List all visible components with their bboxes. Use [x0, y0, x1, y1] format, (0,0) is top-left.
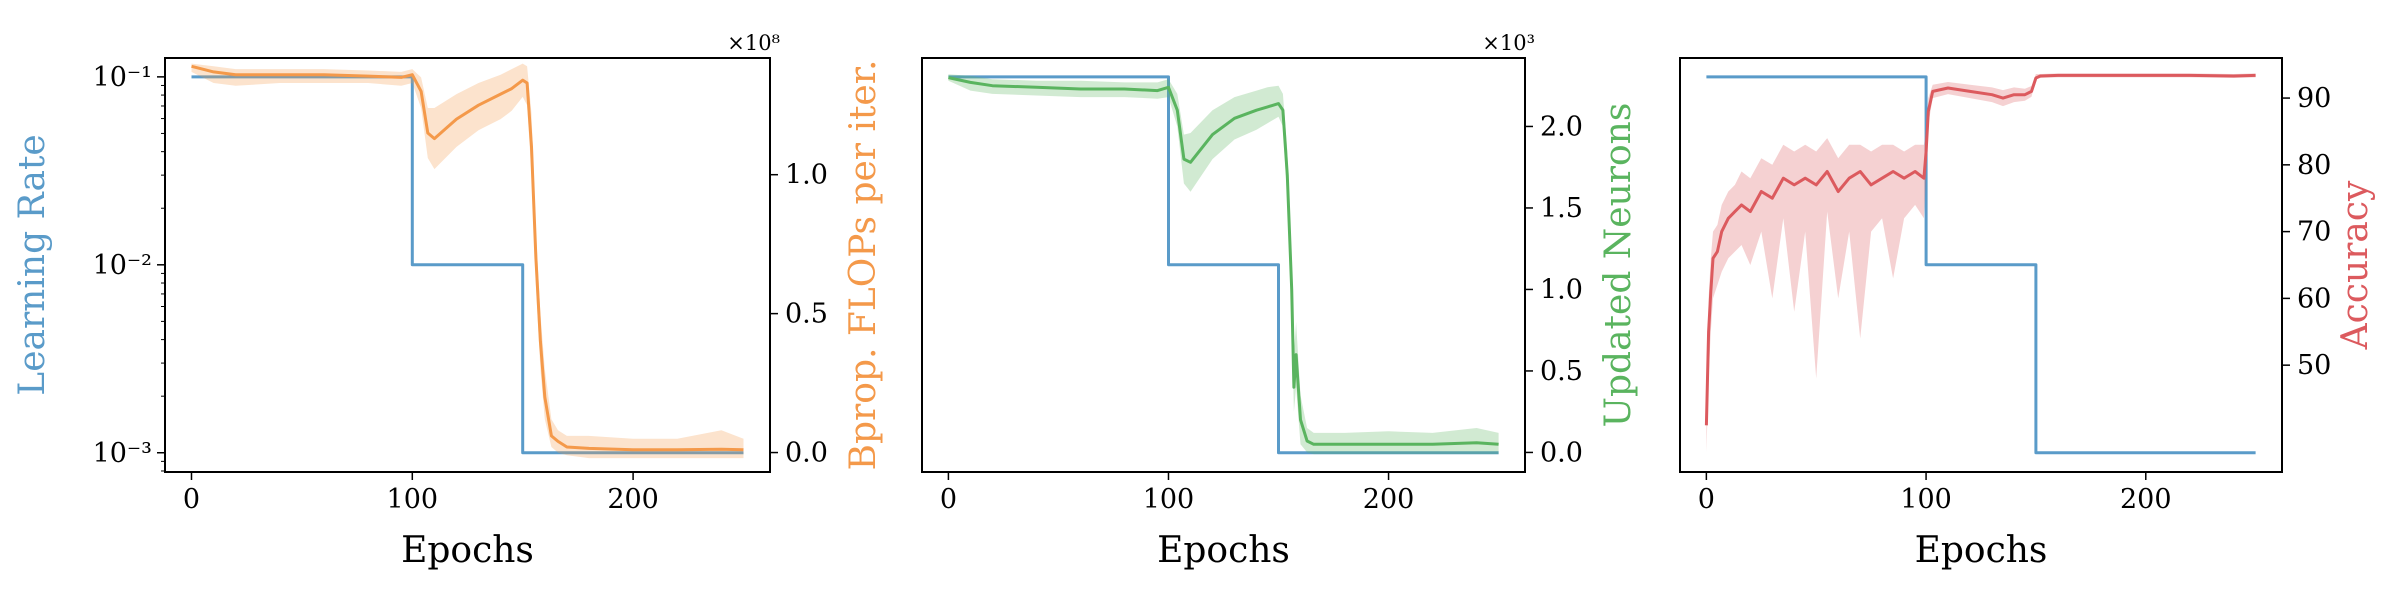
axes-frame: [921, 57, 1526, 473]
series-accuracy-band: [1706, 73, 2256, 453]
plot-area: [191, 63, 744, 459]
chart-panel-lr-neurons: 0 100 200 Epochs 0.0 0.5 1.0 1.5 2.0 Updated Neur…: [921, 31, 1639, 571]
x-tick-label: 0: [940, 484, 957, 515]
axes-frame: [1679, 57, 2283, 473]
plot-area: [948, 74, 1499, 455]
series-accuracy-line: [1704, 73, 2256, 426]
y-right-tick-label: 2.0: [1540, 111, 1583, 142]
y-right-tick-label: 0.0: [785, 438, 828, 469]
y-right-tick-label: 1.0: [785, 160, 828, 191]
plot-area: [1704, 73, 2256, 455]
y-right-tick-label: 1.5: [1540, 193, 1583, 224]
x-axis-label: Epochs: [401, 530, 534, 571]
y-right-axis-label: Accuracy: [2335, 180, 2376, 350]
x-tick-label: 0: [1698, 484, 1715, 515]
y-left-tick-label: 10⁻³: [93, 438, 152, 469]
series-flops-band: [191, 63, 744, 459]
x-axis-label: Epochs: [1157, 530, 1290, 571]
series-flops-line: [191, 64, 744, 452]
y-right-tick-label: 0.0: [1540, 437, 1583, 468]
x-tick-label: 100: [387, 484, 439, 515]
y-right-tick-label: 1.0: [1540, 274, 1583, 305]
series-lr-line: [1706, 75, 2256, 455]
y-right-multiplier: ×10⁸: [727, 31, 780, 55]
y-right-tick-label: 0.5: [1540, 356, 1583, 387]
series-lr-line: [948, 75, 1499, 455]
y-right-tick-label: 0.5: [785, 299, 828, 330]
y-right-tick-label: 50: [2297, 350, 2331, 381]
y-left-tick-label: 10⁻²: [93, 250, 152, 281]
y-left-axis-label: Learning Rate: [12, 134, 53, 395]
y-right-axis-label: Bprop. FLOPs per iter.: [843, 60, 884, 471]
chart-panel-lr-flops: 0 100 200 Epochs 10⁻¹ 10⁻² 10⁻³ Learning Rate 0.…: [12, 31, 884, 571]
chart-panel-lr-accuracy: 0 100 200 Epochs 50 60 70 80 90 Accuracy: [1679, 57, 2376, 571]
y-right-tick-label: 90: [2297, 83, 2331, 114]
series-neurons-line: [948, 76, 1499, 446]
y-right-multiplier: ×10³: [1482, 31, 1535, 55]
x-tick-label: 200: [2120, 484, 2172, 515]
y-right-tick-label: 80: [2297, 150, 2331, 181]
x-tick-label: 100: [1900, 484, 1952, 515]
x-tick-label: 200: [607, 484, 659, 515]
x-tick-label: 200: [1363, 484, 1415, 515]
x-axis-label: Epochs: [1915, 530, 2048, 571]
x-tick-label: 100: [1143, 484, 1195, 515]
y-right-tick-label: 60: [2297, 283, 2331, 314]
y-right-tick-label: 70: [2297, 217, 2331, 248]
y-left-tick-label: 10⁻¹: [93, 62, 152, 93]
x-tick-label: 0: [183, 484, 200, 515]
y-right-axis-label: Updated Neurons: [1598, 103, 1639, 428]
